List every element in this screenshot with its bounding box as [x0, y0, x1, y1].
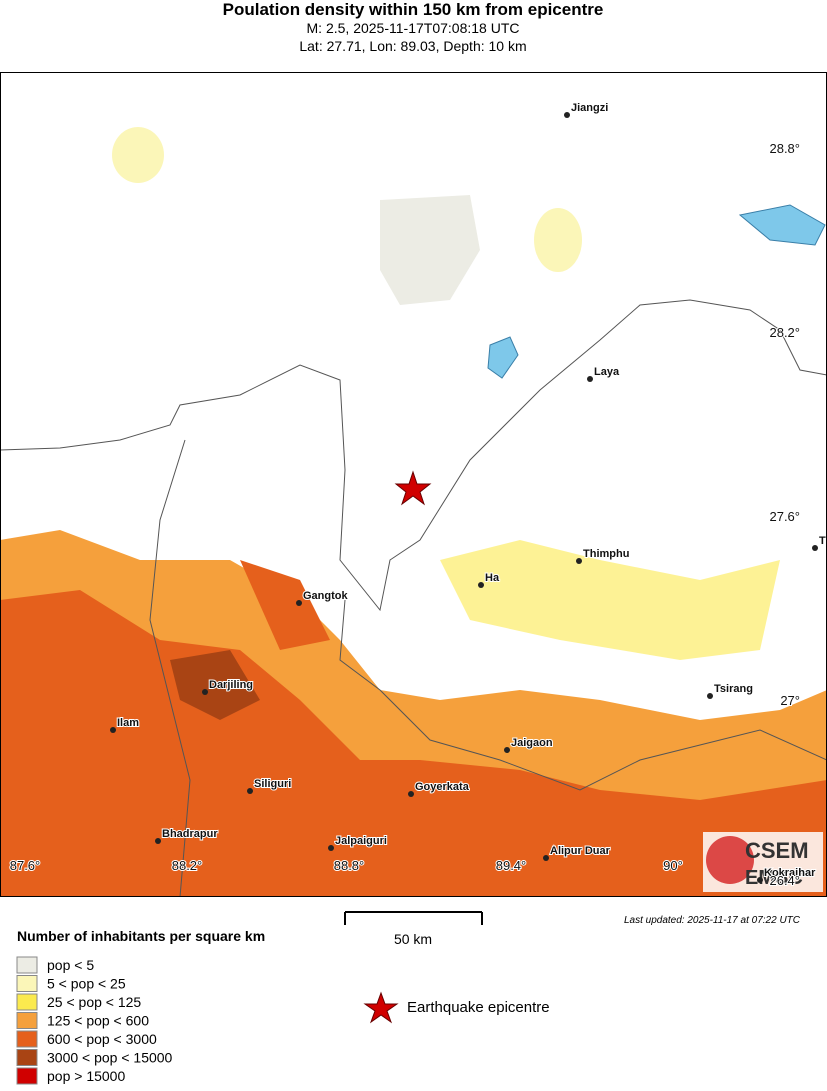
city-label: Alipur Duar — [550, 845, 611, 857]
legend-label: 600 < pop < 3000 — [47, 1031, 157, 1047]
city-dot — [576, 558, 582, 564]
city-dot — [247, 788, 253, 794]
city-dot — [110, 727, 116, 733]
subtitle: Lat: 27.71, Lon: 89.03, Depth: 10 km — [299, 38, 526, 54]
logo: EMSC — [745, 867, 803, 889]
city-label: Tsirang — [714, 683, 753, 695]
city-label: Bhadrapur — [162, 828, 218, 840]
subtitle: M: 2.5, 2025-11-17T07:08:18 UTC — [307, 20, 520, 36]
epicentre-star — [394, 470, 432, 506]
updated: Last updated: 2025-11-17 at 07:22 UTC — [624, 915, 801, 926]
city-label: Goyerkata — [415, 781, 470, 793]
city-dot — [328, 845, 334, 851]
city-label: Laya — [594, 366, 620, 378]
legend-label: Earthquake epicentre — [407, 999, 550, 1016]
lat-label: 26.4° — [769, 873, 800, 888]
legend-label: 125 < pop < 600 — [47, 1013, 149, 1029]
lat-label: 27° — [780, 693, 800, 708]
legend-label: 25 < pop < 125 — [47, 994, 141, 1010]
legend-swatch — [16, 975, 38, 992]
lon-label: 90° — [663, 858, 683, 873]
city-label: Jiangzi — [571, 102, 608, 114]
lat-label: 28.2° — [769, 325, 800, 340]
city-dot — [478, 582, 484, 588]
map: CSEM EMSC Jiangzi Laya Thimphu Ha Gangtok Dar… — [0, 72, 827, 897]
city-dot — [296, 600, 302, 606]
city-label: Ilam — [117, 717, 139, 729]
legend-swatch — [16, 956, 38, 974]
city-label: Gangtok — [303, 590, 348, 602]
lon-label: 88.8° — [334, 858, 365, 873]
city-label: Siliguri — [254, 778, 291, 790]
legend-label: pop < 5 — [47, 957, 94, 973]
city-dot — [707, 693, 713, 699]
city-dot — [564, 112, 570, 118]
legend-swatch — [16, 1067, 38, 1085]
city-dot — [408, 791, 414, 797]
lon-label: 89.4° — [496, 858, 527, 873]
city-label: T — [819, 535, 826, 547]
city-dot — [812, 545, 818, 551]
legend-swatch — [16, 993, 38, 1011]
legend-star — [363, 991, 399, 1024]
city-label: Jalpaiguri — [335, 835, 387, 847]
lat-label: 28.8° — [769, 141, 800, 156]
city-dot — [504, 747, 510, 753]
title: Poulation density within 150 km from epi… — [223, 0, 604, 19]
city-label: Kokrajhar — [764, 867, 816, 879]
logo: CSEM — [745, 838, 809, 863]
city-dot — [155, 838, 161, 844]
lon-label: 88.2° — [172, 858, 203, 873]
city-label: Jaigaon — [511, 737, 553, 749]
legend-swatch — [16, 1030, 38, 1048]
city-label: Darjiling — [209, 679, 253, 691]
legend-label: 5 < pop < 25 — [47, 976, 126, 992]
city-dot — [757, 877, 763, 883]
city-dot — [543, 855, 549, 861]
lon-label: 87.6° — [10, 858, 41, 873]
legend-title: Number of inhabitants per square km — [17, 928, 265, 944]
city-dot — [587, 376, 593, 382]
city-label: Thimphu — [583, 548, 629, 560]
city-dot — [202, 689, 208, 695]
legend-label: pop > 15000 — [47, 1068, 125, 1084]
city-label: Ha — [485, 572, 500, 584]
legend-label: 3000 < pop < 15000 — [47, 1050, 173, 1066]
legend-swatch — [16, 1049, 38, 1066]
lat-label: 27.6° — [769, 509, 800, 524]
legend-swatch — [16, 1012, 38, 1029]
scale-label: 50 km — [394, 931, 432, 947]
